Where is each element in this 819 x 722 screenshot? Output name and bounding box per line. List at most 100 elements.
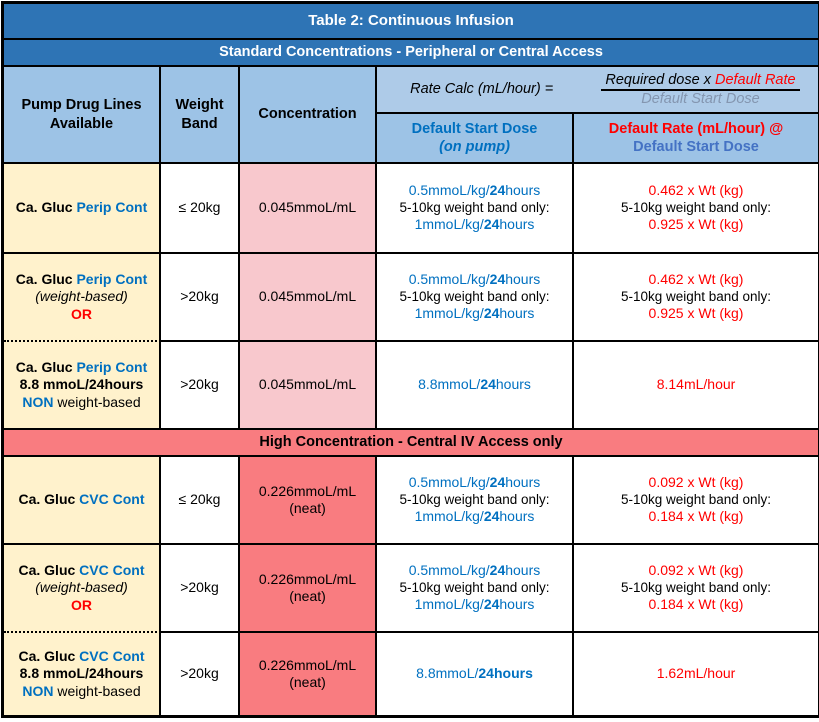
dose-primary: 8.8mmoL/24hours (418, 376, 531, 393)
rate-weight-band-note: 5-10kg weight band only: (620, 199, 772, 215)
default-start-dose-cell: 0.5mmoL/kg/24hours 5-10kg weight band on… (377, 164, 574, 254)
non-weight-based-label: NON weight-based (22, 393, 141, 410)
column-header-weight-band: Weight Band (161, 67, 240, 164)
concentration-cell: 0.226mmoL/mL (neat) (240, 457, 377, 545)
concentration-cell: 0.045mmoL/mL (240, 164, 377, 254)
rate-calc-fraction: Required dose x Default Rate Default Sta… (589, 71, 812, 108)
default-rate-cell: 0.462 x Wt (kg) 5-10kg weight band only:… (574, 164, 819, 254)
drug-name: Ca. Gluc CVC Cont (18, 561, 145, 578)
rate-calc-formula-cell: Rate Calc (mL/hour) = Required dose x De… (377, 67, 819, 114)
dose-primary: 0.5mmoL/kg/24hours (408, 474, 541, 491)
drug-name: Ca. Gluc Perip Cont (15, 199, 148, 216)
or-label: OR (71, 305, 92, 322)
weight-band-cell: >20kg (161, 342, 240, 430)
concentration-cell: 0.226mmoL/mL (neat) (240, 633, 377, 715)
concentration-cell: 0.045mmoL/mL (240, 342, 377, 430)
subheader-default-rate: Default Rate (mL/hour) @ Default Start D… (574, 114, 819, 164)
default-rate-cell: 0.462 x Wt (kg) 5-10kg weight band only:… (574, 254, 819, 342)
dose-weight-band-note: 5-10kg weight band only: (399, 288, 550, 304)
drug-name: Ca. Gluc Perip Cont (15, 358, 148, 375)
rate-weight-band-note: 5-10kg weight band only: (620, 491, 772, 507)
fraction-numerator-required-dose: Required dose x (605, 71, 715, 88)
drug-name: Ca. Gluc Perip Cont (15, 270, 148, 287)
default-start-dose-cell: 0.5mmoL/kg/24hours 5-10kg weight band on… (377, 254, 574, 342)
column-header-concentration: Concentration (240, 67, 377, 164)
dose-secondary: 1mmoL/kg/24hours (414, 216, 535, 233)
on-pump-label: (on pump) (439, 139, 510, 155)
fixed-dose-label: 8.8 mmoL/24hours (19, 376, 144, 393)
default-start-dose-cell: 0.5mmoL/kg/24hours 5-10kg weight band on… (377, 545, 574, 633)
fixed-dose-label: 8.8 mmoL/24hours (19, 665, 144, 682)
rate-weight-band-note: 5-10kg weight band only: (620, 579, 772, 595)
dose-primary: 0.5mmoL/kg/24hours (408, 271, 541, 288)
drug-cell-cvc-cont-non-weight-based: Ca. Gluc CVC Cont 8.8 mmoL/24hours NON w… (4, 633, 161, 715)
column-header-pump-drug-lines: Pump Drug Lines Available (4, 67, 161, 164)
default-rate-cell: 0.092 x Wt (kg) 5-10kg weight band only:… (574, 545, 819, 633)
drug-cell-cvc-cont: Ca. Gluc CVC Cont (4, 457, 161, 545)
drug-cell-perip-cont-weight-based: Ca. Gluc Perip Cont (weight-based) OR (4, 254, 161, 342)
default-rate-cell: 1.62mL/hour (574, 633, 819, 715)
rate-primary: 0.462 x Wt (kg) (648, 271, 744, 288)
concentration-cell: 0.226mmoL/mL (neat) (240, 545, 377, 633)
rate-secondary: 0.925 x Wt (kg) (648, 305, 744, 322)
fraction-numerator: Required dose x Default Rate (601, 71, 800, 91)
rate-secondary: 0.925 x Wt (kg) (648, 216, 744, 233)
non-weight-based-label: NON weight-based (22, 682, 141, 699)
at-default-start-dose-label: Default Start Dose (633, 139, 759, 155)
subheader-default-start-dose: Default Start Dose (on pump) (377, 114, 574, 164)
dose-primary: 0.5mmoL/kg/24hours (408, 562, 541, 579)
rate-secondary: 0.184 x Wt (kg) (648, 596, 744, 613)
default-rate-cell: 8.14mL/hour (574, 342, 819, 430)
neat-label: (neat) (289, 674, 326, 690)
default-start-dose-cell: 8.8mmoL/24hours (377, 633, 574, 715)
default-rate-cell: 0.092 x Wt (kg) 5-10kg weight band only:… (574, 457, 819, 545)
dose-weight-band-note: 5-10kg weight band only: (399, 579, 550, 595)
dose-primary: 8.8mmoL/24hours (416, 665, 533, 682)
dose-primary: 0.5mmoL/kg/24hours (408, 182, 541, 199)
table-title: Table 2: Continuous Infusion (4, 4, 819, 40)
rate-primary: 1.62mL/hour (656, 665, 736, 682)
weight-band-cell: ≤ 20kg (161, 457, 240, 545)
weight-band-cell: >20kg (161, 254, 240, 342)
rate-primary: 0.462 x Wt (kg) (648, 182, 744, 199)
concentration-value: 0.226mmoL/mL (258, 570, 357, 587)
rate-primary: 0.092 x Wt (kg) (648, 562, 744, 579)
default-start-dose-cell: 8.8mmoL/24hours (377, 342, 574, 430)
neat-label: (neat) (289, 500, 326, 516)
rate-primary: 0.092 x Wt (kg) (648, 474, 744, 491)
concentration-value: 0.226mmoL/mL (258, 482, 357, 499)
weight-band-cell: ≤ 20kg (161, 164, 240, 254)
rate-primary: 8.14mL/hour (656, 376, 736, 393)
weight-based-note: (weight-based) (35, 579, 128, 596)
rate-weight-band-note: 5-10kg weight band only: (620, 288, 772, 304)
drug-name: Ca. Gluc CVC Cont (18, 647, 145, 664)
dose-secondary: 1mmoL/kg/24hours (414, 596, 535, 613)
default-start-dose-label: Default Start Dose (411, 120, 538, 137)
weight-based-note: (weight-based) (35, 288, 128, 305)
concentration-value: 0.226mmoL/mL (258, 656, 357, 673)
fraction-denominator: Default Start Dose (641, 91, 760, 107)
concentration-cell: 0.045mmoL/mL (240, 254, 377, 342)
fraction-numerator-default-rate: Default Rate (714, 71, 796, 88)
drug-cell-cvc-cont-weight-based: Ca. Gluc CVC Cont (weight-based) OR (4, 545, 161, 633)
rate-calc-label: Rate Calc (mL/hour) = (410, 81, 554, 98)
or-label: OR (71, 596, 92, 613)
dose-weight-band-note: 5-10kg weight band only: (399, 199, 550, 215)
default-start-dose-cell: 0.5mmoL/kg/24hours 5-10kg weight band on… (377, 457, 574, 545)
rate-calc-formula: Rate Calc (mL/hour) = Required dose x De… (383, 71, 812, 108)
neat-label: (neat) (289, 588, 326, 604)
dose-weight-band-note: 5-10kg weight band only: (399, 491, 550, 507)
section-header-high-concentration: High Concentration - Central IV Access o… (4, 430, 819, 457)
drug-cell-perip-cont: Ca. Gluc Perip Cont (4, 164, 161, 254)
weight-band-cell: >20kg (161, 545, 240, 633)
dose-secondary: 1mmoL/kg/24hours (414, 508, 535, 525)
default-rate-label: Default Rate (mL/hour) @ (608, 120, 784, 137)
drug-name: Ca. Gluc CVC Cont (18, 491, 145, 508)
weight-band-cell: >20kg (161, 633, 240, 715)
rate-secondary: 0.184 x Wt (kg) (648, 508, 744, 525)
drug-cell-perip-cont-non-weight-based: Ca. Gluc Perip Cont 8.8 mmoL/24hours NON… (4, 342, 161, 430)
section-header-standard: Standard Concentrations - Peripheral or … (4, 40, 819, 67)
dose-secondary: 1mmoL/kg/24hours (414, 305, 535, 322)
